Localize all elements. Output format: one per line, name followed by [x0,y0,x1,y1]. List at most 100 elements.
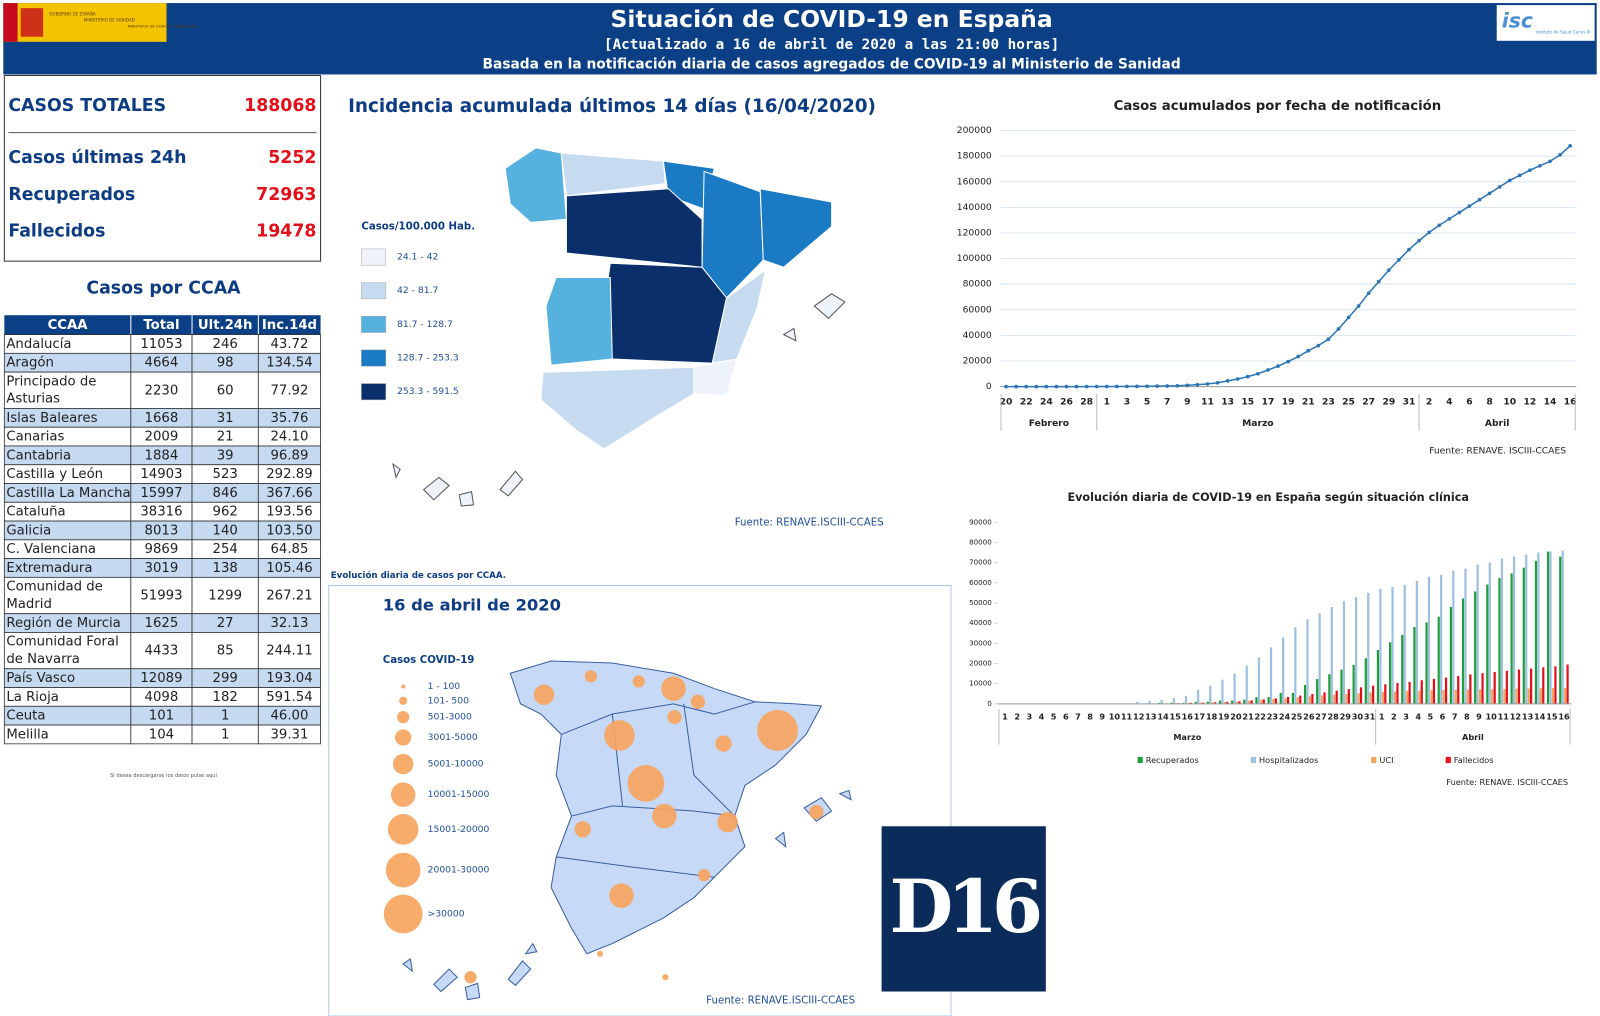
bar [1379,588,1382,704]
x-tick-label: 13 [1145,712,1157,722]
page-subtitle: [Actualizado a 16 de abril de 2020 a las… [604,37,1059,53]
table-cell: 32.13 [270,616,308,631]
bar [1413,626,1416,704]
x-tick-label: 20 [1000,396,1013,407]
bar [1235,701,1239,704]
x-tick-label: 3 [1403,712,1409,722]
legend-bubble [401,684,406,689]
brand-logo [881,826,1046,992]
x-tick-label: 5 [1428,712,1434,722]
bar [1391,586,1394,704]
bar [1425,622,1428,704]
line-point [1528,168,1532,173]
x-tick-label: 16 [1558,712,1570,722]
bar [1206,701,1209,704]
bar [1537,552,1540,704]
x-tick-label: 6 [1063,712,1069,722]
region [560,152,666,197]
table-cell-bg [191,576,259,615]
bar [1466,689,1470,704]
y-tick-label: 0 [986,381,992,392]
header-bar [3,3,1597,75]
bar [1539,688,1542,704]
bar [1440,574,1443,704]
brand-logo-text: D16 [889,864,1040,950]
table-header [4,315,321,335]
x-tick-label: 11 [1498,712,1510,722]
bar [1444,677,1448,704]
table-cell: 14903 [140,467,182,482]
table-cell: 35.76 [270,411,308,426]
legend-bubble [385,852,421,888]
legend-swatch [1371,756,1377,764]
line-point [1548,159,1552,164]
table-cell: Galicia [6,523,51,538]
line-point [1074,384,1079,389]
region [565,188,703,268]
map-bubble [464,971,477,984]
isc-logo-mark: isc [1502,8,1533,32]
x-tick-label: 5 [1144,396,1150,407]
x-tick-label: 9 [1184,396,1190,407]
bar [1194,701,1197,704]
y-tick-label: 60000 [969,578,992,587]
x-tick-label: 12 [1133,712,1144,722]
summary-value: 5252 [268,148,316,168]
summary-label: Fallecidos [8,222,105,242]
table-cell: 64.85 [270,542,308,557]
gov-logo-text: MINISTERIO DE SANIDAD [84,17,135,22]
legend-label: Fallecidos [1454,755,1494,765]
table-cell: 96.89 [270,448,308,463]
bar [1238,701,1241,704]
map-panel [328,585,952,1016]
bar [1352,664,1355,704]
region [507,960,532,987]
bar [1231,700,1234,704]
bar [1406,690,1409,704]
bar [1184,695,1188,704]
x-tick-label: 4 [1415,712,1421,722]
table-cell: 193.04 [266,671,312,686]
table-cell: Canarias [6,430,64,445]
line-point [1517,173,1522,178]
bar [1262,699,1265,704]
legend-label: 81.7 - 128.7 [397,319,453,330]
y-tick-label: 50000 [969,598,992,607]
bar [1522,567,1525,704]
bar [1442,689,1445,704]
bar [1209,685,1212,704]
line-point [1266,368,1270,372]
table-cell: 105.46 [266,561,312,576]
x-tick-label: 25 [1342,396,1355,407]
y-tick-label: 200000 [957,125,992,136]
bar [1257,657,1260,704]
table-cell-bg [257,371,321,409]
bar [1333,694,1336,704]
table-cell-bg [3,632,132,670]
bar [1214,702,1217,704]
bar [1408,681,1411,704]
bar [1272,698,1275,704]
table-cell: 104 [149,727,174,742]
table-cell: 2230 [145,383,179,398]
line-point [1427,230,1431,235]
line-point [1235,377,1240,381]
map-bubble [604,720,635,751]
x-tick-label: 16 [1564,396,1577,407]
line-point [1376,279,1381,284]
bar [1233,673,1236,704]
line-point [1286,359,1290,364]
x-tick-label: 28 [1080,396,1093,407]
legend-label: 128.7 - 253.3 [397,353,459,364]
table-cell: 267.21 [266,589,312,604]
line-point [1366,291,1371,295]
x-tick-label: 22 [1020,396,1033,407]
table-cell: 39 [217,448,234,463]
region [774,831,787,848]
table-cell: Cantabria [6,448,71,463]
line-point [1104,384,1109,389]
x-tick-label: 7 [1452,712,1458,722]
bar [1260,699,1263,704]
bar [1493,671,1496,704]
